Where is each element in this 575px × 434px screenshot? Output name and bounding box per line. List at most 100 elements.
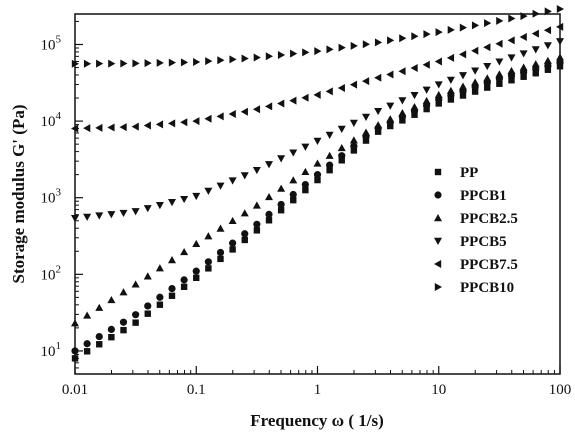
legend-item: PPCB2.5 xyxy=(434,211,518,227)
x-tick-label: 0.1 xyxy=(187,382,206,398)
data-point xyxy=(192,239,201,248)
data-point xyxy=(362,77,370,86)
data-point xyxy=(459,92,467,99)
data-point xyxy=(83,340,91,348)
data-point xyxy=(107,211,116,219)
data-point xyxy=(95,332,103,341)
data-point xyxy=(387,36,395,45)
data-point xyxy=(83,311,92,319)
data-point xyxy=(374,38,383,47)
data-point xyxy=(349,119,358,127)
data-point xyxy=(71,319,79,327)
data-point xyxy=(471,88,479,95)
data-point xyxy=(108,333,115,341)
data-point xyxy=(423,30,431,39)
data-point xyxy=(240,172,249,180)
data-point xyxy=(508,77,515,84)
legend-label: PPCB7.5 xyxy=(460,257,518,273)
data-point xyxy=(519,63,528,71)
data-point xyxy=(229,55,237,64)
data-point xyxy=(277,155,286,163)
data-point xyxy=(507,66,516,75)
data-point xyxy=(216,248,225,257)
data-point xyxy=(228,110,236,119)
data-point xyxy=(325,131,334,139)
data-point xyxy=(143,205,152,213)
data-point xyxy=(313,90,321,99)
data-point xyxy=(119,318,128,326)
data-point xyxy=(531,46,540,54)
data-point xyxy=(532,9,540,18)
data-point xyxy=(192,192,201,201)
data-point xyxy=(289,176,298,184)
data-point xyxy=(495,58,504,66)
data-point xyxy=(386,70,394,79)
data-point xyxy=(83,124,91,133)
data-point xyxy=(168,292,176,299)
data-point xyxy=(229,246,236,253)
data-point xyxy=(374,121,383,129)
data-point xyxy=(241,236,248,244)
data-point xyxy=(289,190,297,199)
data-point xyxy=(119,209,128,218)
legend-marker xyxy=(434,214,442,222)
data-point xyxy=(107,295,116,304)
data-point xyxy=(483,74,492,82)
data-point xyxy=(398,67,406,76)
data-point xyxy=(532,70,539,77)
data-point xyxy=(410,102,419,111)
data-point xyxy=(447,25,455,34)
x-tick-label: 1 xyxy=(314,382,322,398)
data-point xyxy=(265,161,273,169)
data-point xyxy=(435,28,443,37)
data-point xyxy=(399,117,406,124)
data-point xyxy=(119,288,128,296)
data-point xyxy=(446,86,455,94)
data-point xyxy=(446,53,455,62)
data-point xyxy=(556,22,564,31)
data-point xyxy=(107,123,115,132)
data-point xyxy=(446,76,455,84)
legend-marker xyxy=(434,191,442,199)
data-point xyxy=(143,272,152,280)
data-point xyxy=(217,56,225,65)
data-point xyxy=(217,255,224,263)
data-point xyxy=(132,59,140,68)
data-point xyxy=(337,83,345,92)
data-point xyxy=(95,212,104,220)
data-point xyxy=(265,192,273,201)
legend-label: PPCB10 xyxy=(460,280,514,296)
data-point xyxy=(496,16,504,25)
data-point xyxy=(180,58,189,67)
data-point xyxy=(531,29,539,38)
legend-label: PPCB2.5 xyxy=(460,211,518,227)
data-point xyxy=(301,180,309,189)
data-point xyxy=(484,84,491,91)
data-point xyxy=(434,57,442,66)
data-point xyxy=(265,210,273,218)
data-point xyxy=(337,125,346,133)
y-tick-label: 105 xyxy=(41,33,62,53)
data-point xyxy=(338,157,345,164)
data-point xyxy=(544,7,552,16)
data-point xyxy=(326,45,334,54)
data-point xyxy=(410,63,418,72)
legend-marker xyxy=(434,283,442,291)
series-ppcb5 xyxy=(71,38,564,223)
series-ppcb2-5 xyxy=(71,53,564,327)
data-point xyxy=(313,171,322,179)
data-point xyxy=(313,159,322,167)
data-point xyxy=(495,39,503,48)
data-point xyxy=(387,122,394,130)
data-point xyxy=(71,215,79,223)
data-point xyxy=(156,301,164,308)
data-point xyxy=(71,347,79,355)
data-point xyxy=(241,54,249,63)
data-point xyxy=(277,99,285,108)
data-point xyxy=(362,128,370,136)
data-point xyxy=(144,59,152,68)
data-point xyxy=(253,220,261,228)
data-point xyxy=(180,247,189,256)
data-point xyxy=(156,293,164,301)
data-point xyxy=(556,38,564,46)
